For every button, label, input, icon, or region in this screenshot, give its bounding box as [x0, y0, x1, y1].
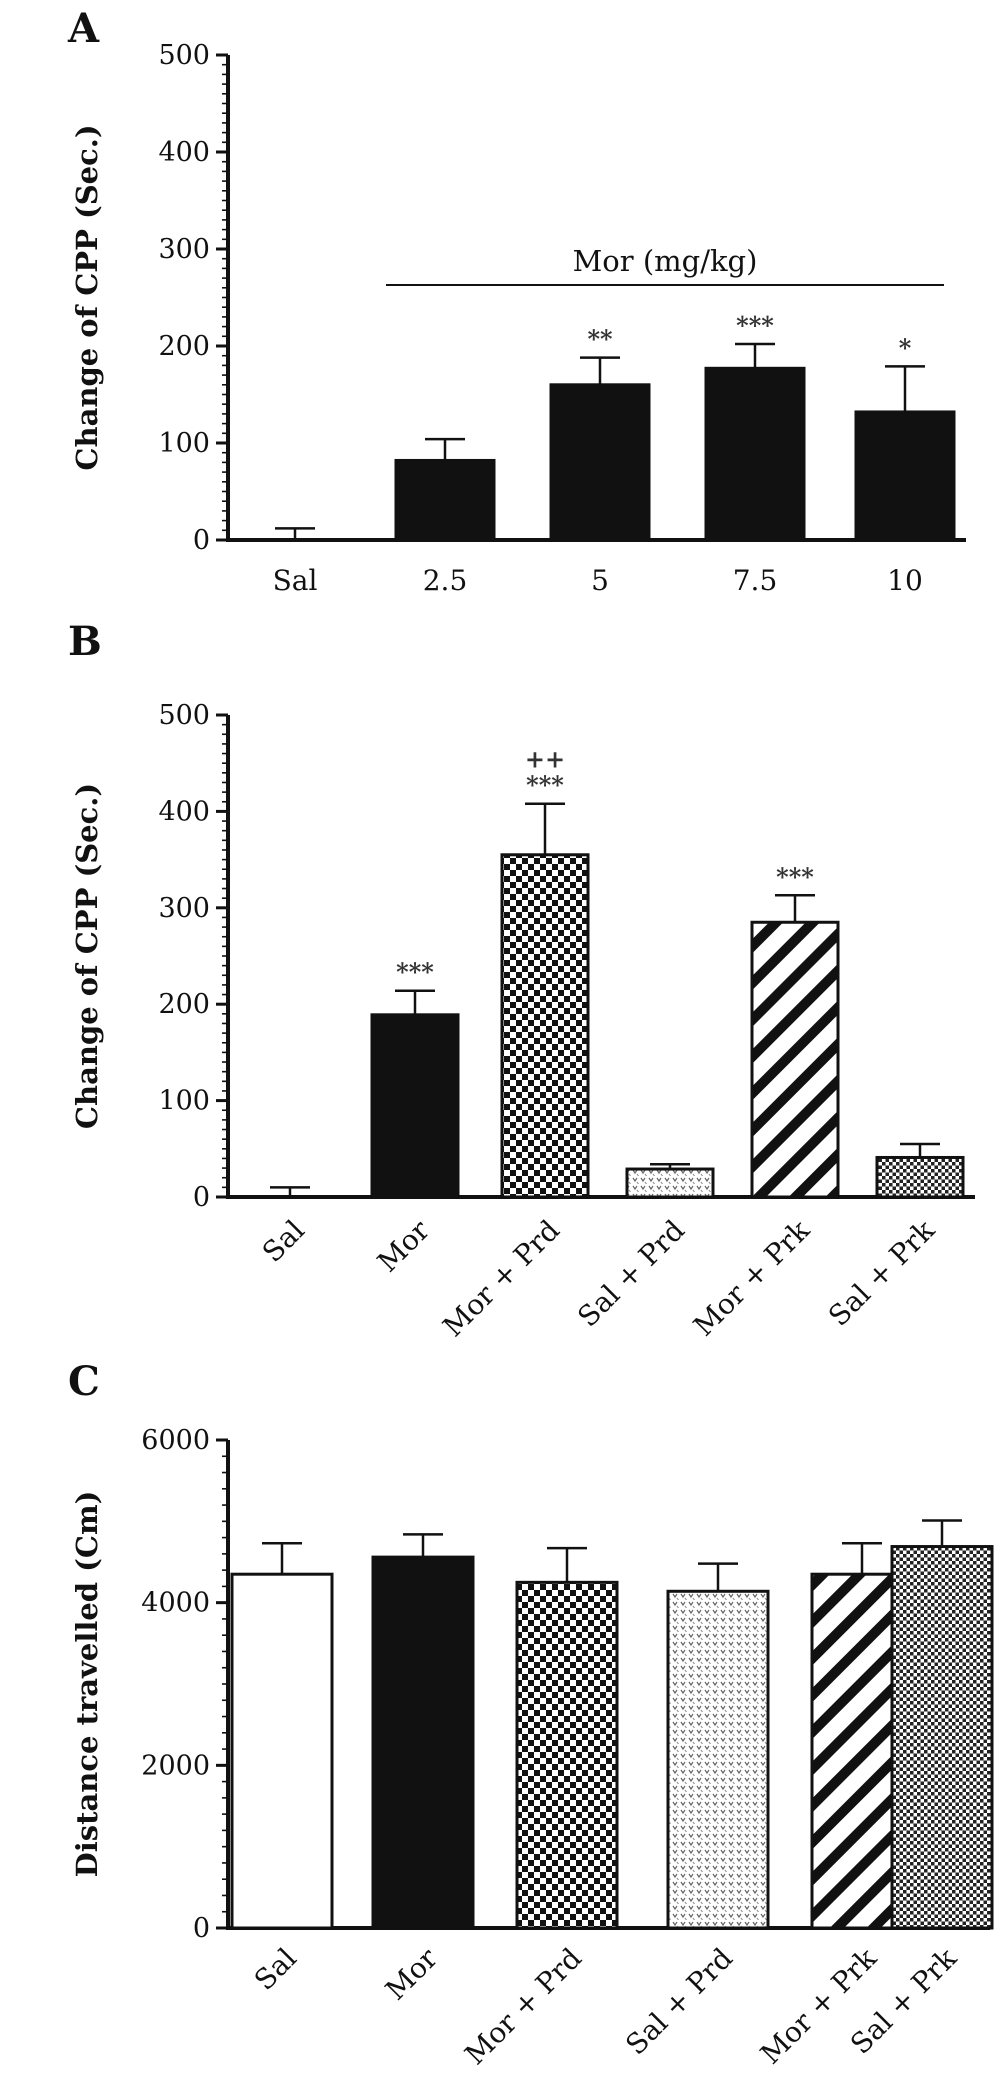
x-tick-label: Mor	[371, 1213, 436, 1278]
y-tick-label: 2000	[141, 1750, 210, 1781]
y-tick-label: 500	[158, 700, 210, 731]
bar	[371, 1555, 475, 1930]
y-tick-label: 0	[193, 1182, 210, 1213]
x-tick-label: Sal + Prk	[822, 1213, 942, 1333]
bar	[515, 1580, 619, 1930]
bar	[890, 1545, 994, 1930]
significance-label: ***	[776, 862, 814, 891]
y-tick-label: 300	[158, 234, 210, 265]
significance-label: ***	[396, 958, 434, 987]
x-tick-label: Sal	[256, 1214, 311, 1269]
y-tick-label: 4000	[141, 1588, 210, 1619]
bar	[370, 1013, 460, 1199]
significance-label-secondary: ++	[525, 745, 565, 774]
x-tick-label: Mor	[379, 1941, 444, 2006]
panel-letter-a: A	[67, 5, 100, 52]
y-axis-label: Distance travelled (Cm)	[70, 1491, 104, 1878]
y-tick-label: 100	[158, 428, 210, 459]
significance-label: ***	[736, 311, 774, 340]
x-tick-label: 2.5	[423, 564, 468, 597]
y-tick-label: 0	[193, 525, 210, 556]
bar	[394, 458, 496, 542]
significance-label: **	[587, 325, 613, 354]
chart-panel-b: 0 100 200 300 400 500 Change of CPP (Sec.) Sal *…	[70, 700, 975, 1343]
chart-panel-a: 0 100 200 300 400 500 Change of CPP (Sec.) Sal 2…	[70, 40, 966, 597]
y-tick-label: 200	[158, 989, 210, 1020]
panel-letter-c: C	[68, 1358, 100, 1405]
panel-letter-b: B	[68, 618, 102, 665]
group-bracket-label: Mor (mg/kg)	[573, 244, 758, 278]
x-tick-label: 7.5	[733, 564, 778, 597]
bar	[666, 1589, 770, 1930]
bar	[704, 366, 806, 542]
chart-panel-c: 0 2000 4000 6000 Distance travelled (Cm) Sal M…	[70, 1425, 994, 2072]
y-tick-label: 400	[158, 137, 210, 168]
bar	[230, 1572, 334, 1930]
bar	[549, 383, 651, 542]
y-tick-label: 500	[158, 40, 210, 71]
bar	[875, 1155, 965, 1199]
bar	[854, 410, 956, 542]
y-axis-label: Change of CPP (Sec.)	[70, 124, 104, 470]
bar	[750, 920, 840, 1199]
x-tick-label: Mor + Prk	[687, 1213, 817, 1343]
y-tick-label: 400	[158, 796, 210, 827]
x-tick-label: Sal	[248, 1942, 303, 1997]
significance-label: *	[899, 333, 912, 362]
x-tick-label: 10	[887, 564, 923, 597]
significance-label: ***	[526, 771, 564, 800]
x-tick-label: 5	[591, 564, 609, 597]
bar	[625, 1167, 715, 1199]
x-tick-label: Sal + Prd	[571, 1214, 691, 1334]
y-tick-label: 100	[158, 1086, 210, 1117]
x-tick-label: Sal + Prd	[619, 1942, 739, 2062]
y-tick-label: 300	[158, 893, 210, 924]
y-axis-label: Change of CPP (Sec.)	[70, 783, 104, 1129]
y-tick-label: 200	[158, 331, 210, 362]
x-tick-label: Mor + Prd	[436, 1214, 566, 1344]
x-tick-label: Sal	[273, 564, 318, 597]
x-tick-label: Mor + Prd	[458, 1942, 588, 2072]
y-tick-label: 0	[193, 1913, 210, 1944]
y-tick-label: 6000	[141, 1425, 210, 1456]
bar	[500, 853, 590, 1199]
